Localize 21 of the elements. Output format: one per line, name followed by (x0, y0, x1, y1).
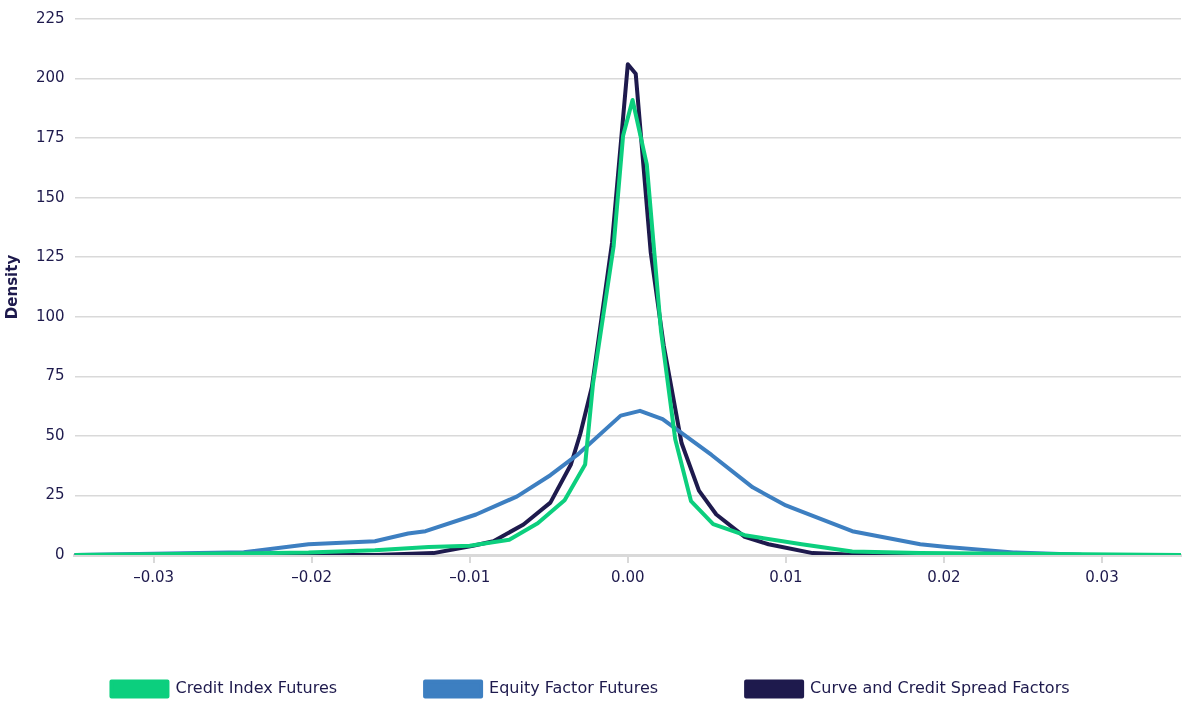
y-tick-label: 0 (55, 544, 65, 563)
y-tick-label: 175 (35, 128, 65, 146)
y-tick-label: 150 (35, 187, 65, 206)
legend-label: Credit Index Futures (175, 678, 338, 698)
x-tick-label: 0.02 (927, 567, 961, 586)
y-tick-label: 50 (45, 425, 65, 444)
x-tick-label: 0.00 (611, 567, 645, 586)
y-tick-label: 25 (45, 485, 65, 504)
y-axis-title: Density (2, 254, 21, 320)
y-tick-label: 75 (45, 366, 65, 385)
x-tick-label: 0.01 (769, 567, 803, 586)
x-tick-label: –0.02 (291, 567, 333, 586)
x-tick-label: 0.03 (1085, 567, 1119, 586)
x-tick-label: –0.01 (449, 567, 491, 586)
x-tick-label: –0.03 (133, 567, 175, 586)
legend-label: Equity Factor Futures (489, 678, 659, 698)
y-tick-label: 225 (35, 8, 65, 27)
y-tick-label: 200 (35, 68, 65, 87)
legend-label: Curve and Credit Spread Factors (810, 678, 1070, 698)
y-tick-label: 125 (35, 247, 65, 266)
y-tick-label: 100 (35, 306, 65, 325)
